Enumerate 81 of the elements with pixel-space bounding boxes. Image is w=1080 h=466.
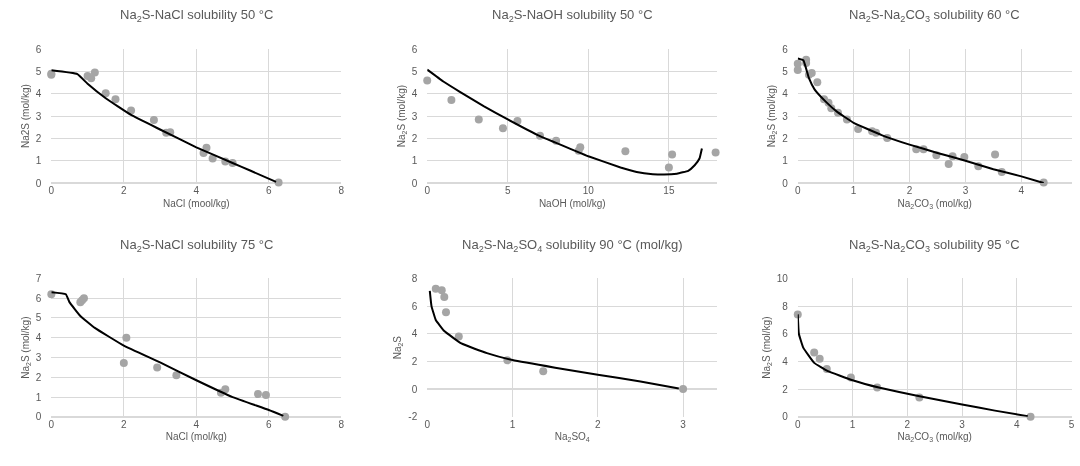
y-tick-label: 2 (782, 383, 789, 395)
y-tick-label: 2 (35, 371, 42, 383)
x-tick-label: 2 (121, 185, 128, 197)
x-tick-label: 2 (906, 185, 913, 197)
y-tick-label: 6 (35, 43, 42, 55)
y-tick-label: 3 (411, 110, 418, 122)
x-tick-label: 6 (266, 418, 273, 430)
x-axis-title: NaCl (mool/kg) (162, 197, 230, 209)
x-tick-label: 3 (680, 418, 687, 430)
y-tick-label: 8 (782, 300, 789, 312)
y-tick-label: 4 (411, 328, 418, 340)
y-tick-label: 4 (782, 88, 789, 100)
chart-title: Na$_{2}$S-Na$_{2}$CO$_{3}$ solubility 95 °C (849, 237, 1020, 254)
y-tick-label: 0 (411, 383, 418, 395)
y-axis-title: Na2S (mol/kg) (19, 84, 31, 149)
y-tick-label: 1 (35, 391, 42, 403)
x-axis-title: NaOH (mol/kg) (538, 197, 606, 209)
x-tick-label: 4 (193, 185, 200, 197)
x-tick-label: 0 (48, 418, 55, 430)
y-tick-label: 6 (782, 328, 789, 340)
x-tick-label: 0 (794, 185, 801, 197)
y-tick-label: 1 (411, 155, 418, 167)
x-tick-label: 4 (1014, 418, 1021, 430)
x-tick-label: 8 (338, 418, 345, 430)
x-tick-label: 1 (849, 418, 856, 430)
y-tick-label: 10 (776, 272, 789, 284)
y-tick-label: 2 (782, 132, 789, 144)
x-tick-label: 0 (48, 185, 55, 197)
x-tick-label: 0 (424, 185, 431, 197)
x-tick-label: 0 (794, 418, 801, 430)
y-tick-label: 3 (782, 110, 789, 122)
y-tick-label: 6 (35, 292, 42, 304)
x-tick-label: 0 (424, 418, 431, 430)
y-tick-label: 6 (782, 43, 789, 55)
y-tick-label: 6 (411, 43, 418, 55)
y-tick-label: 0 (35, 177, 42, 189)
x-tick-label: 15 (663, 185, 675, 197)
x-tick-label: 1 (509, 418, 516, 430)
y-tick-label: 0 (782, 177, 789, 189)
x-axis-title: Na$_{2}$CO$_{3}$ (mol/kg) (897, 431, 972, 444)
chart-title: Na$_{2}$S-Na$_{2}$SO$_{4}$ solubility 90 °C (mol/kg) (462, 237, 683, 254)
y-tick-label: 5 (35, 312, 42, 324)
y-tick-label: 1 (35, 155, 42, 167)
y-tick-label: 5 (411, 65, 418, 77)
chart-title: Na$_{2}$S-NaOH solubility 50 °C (492, 7, 653, 24)
y-tick-label: 5 (782, 65, 789, 77)
x-axis-title: Na$_{2}$CO$_{3}$ (mol/kg) (897, 197, 972, 210)
y-tick-label: 2 (35, 132, 42, 144)
y-tick-label: 3 (35, 352, 42, 364)
chart-title: Na$_{2}$S-NaCl solubility 75 °C (120, 237, 274, 254)
x-tick-label: 2 (595, 418, 602, 430)
y-tick-label: 2 (411, 355, 418, 367)
y-tick-label: 1 (782, 155, 789, 167)
x-tick-label: 5 (1068, 418, 1075, 430)
y-tick-label: 6 (411, 300, 418, 312)
y-tick-label: 7 (35, 272, 42, 284)
x-tick-label: 6 (266, 185, 273, 197)
chart-title: Na$_{2}$S-NaCl solubility 50 °C (120, 7, 274, 24)
y-tick-label: 2 (411, 132, 418, 144)
y-tick-label: 3 (35, 110, 42, 122)
chart-title: Na$_{2}$S-Na$_{2}$CO$_{3}$ solubility 60 °C (849, 7, 1020, 24)
y-tick-label: 4 (411, 88, 418, 100)
x-tick-label: 4 (193, 418, 200, 430)
x-tick-label: 8 (338, 185, 345, 197)
y-tick-label: 0 (411, 177, 418, 189)
y-tick-label: 8 (411, 272, 418, 284)
x-tick-label: 3 (962, 185, 969, 197)
x-tick-label: 10 (582, 185, 595, 197)
y-tick-label: -2 (408, 411, 418, 423)
x-tick-label: 4 (1018, 185, 1025, 197)
x-axis-title: Na$_{2}$SO$_{4}$ (554, 431, 590, 444)
x-tick-label: 1 (850, 185, 857, 197)
x-tick-label: 2 (904, 418, 911, 430)
y-tick-label: 4 (35, 332, 42, 344)
x-axis-title: NaCl (mol/kg) (165, 431, 227, 443)
y-tick-label: 4 (35, 88, 42, 100)
x-tick-label: 5 (505, 185, 511, 197)
y-tick-label: 5 (35, 65, 42, 77)
x-tick-label: 3 (959, 418, 966, 430)
x-tick-label: 2 (121, 418, 128, 430)
y-tick-label: 4 (782, 355, 789, 367)
